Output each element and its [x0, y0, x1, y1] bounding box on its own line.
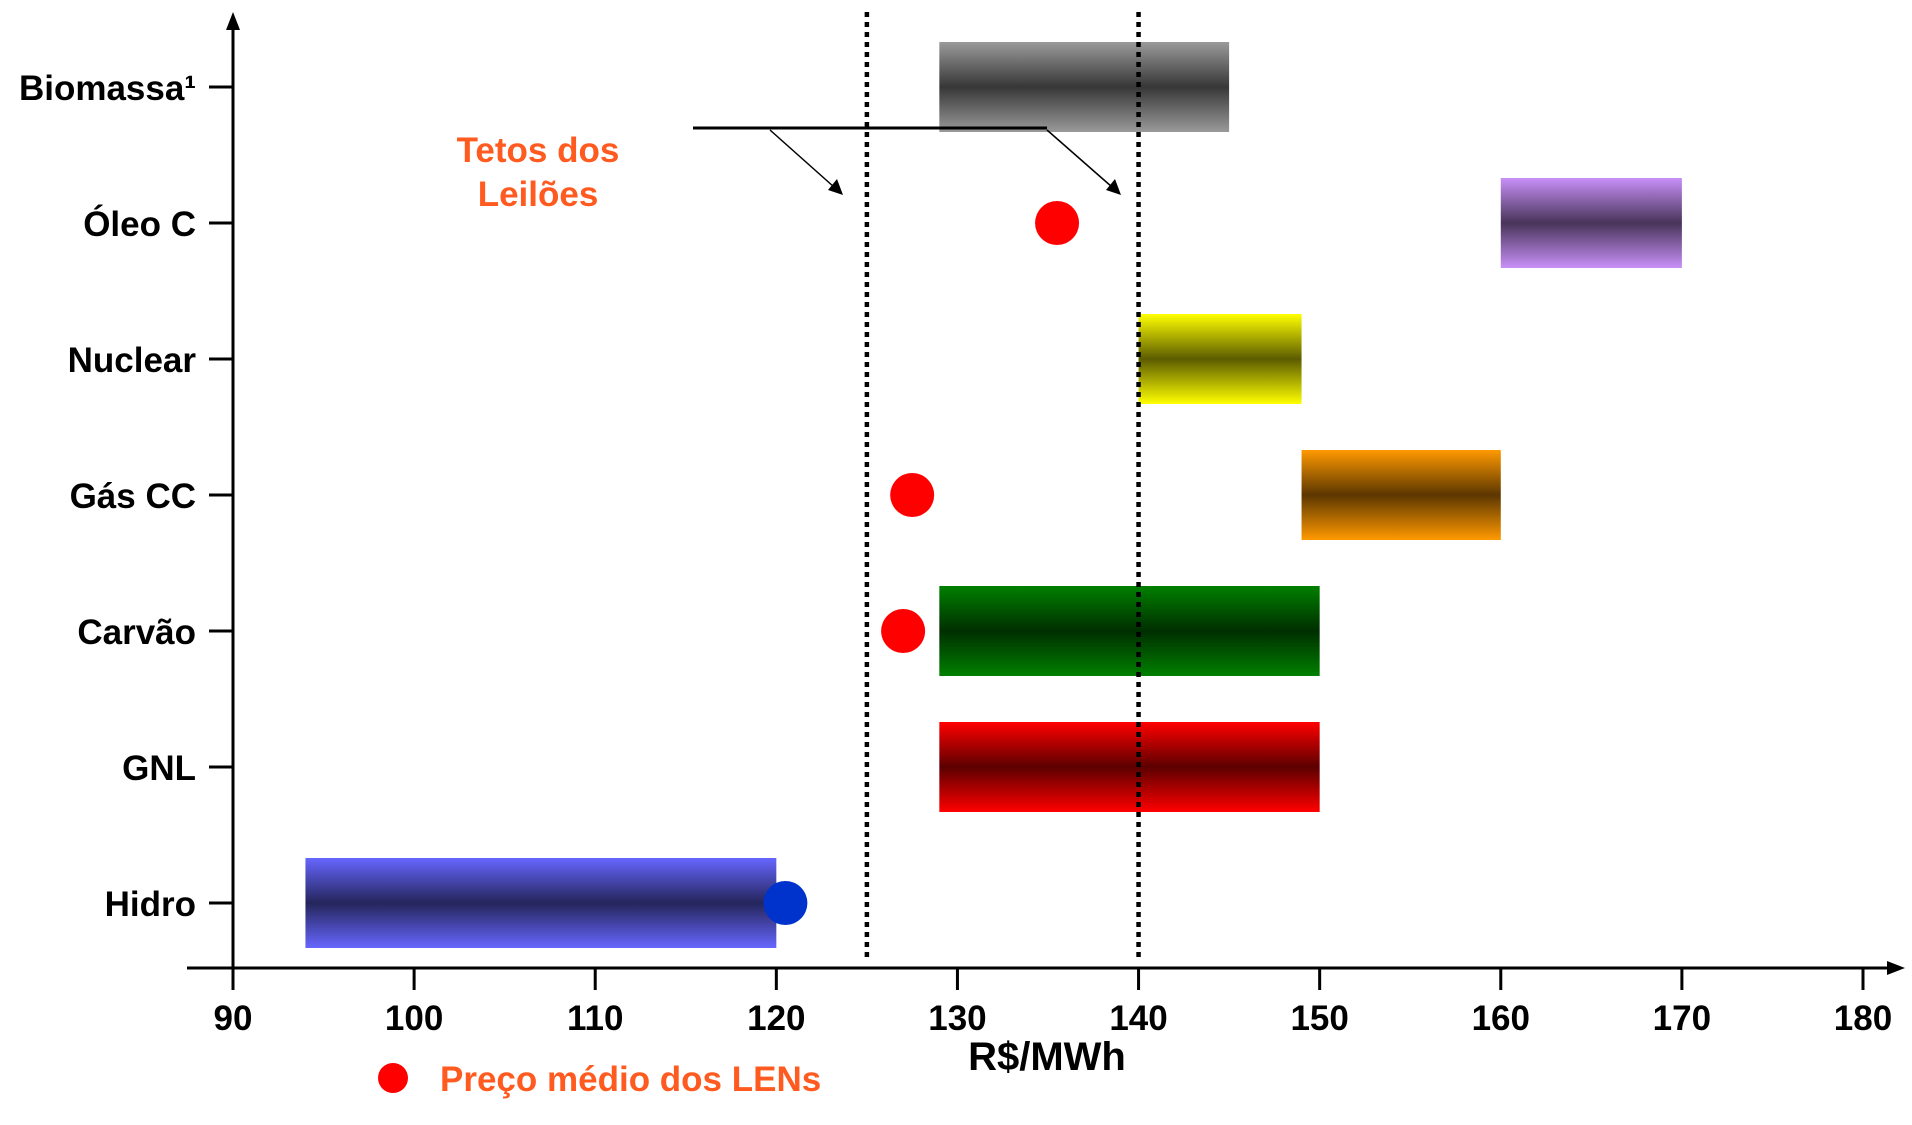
annotation-arrow-left [769, 129, 835, 188]
price-point-gas-cc [890, 473, 935, 517]
range-bar-gnl [939, 722, 1320, 812]
range-bar-gas-cc [1301, 450, 1501, 540]
price-points [763, 201, 1080, 925]
x-tick-label-120: 120 [747, 999, 805, 1038]
x-tick-label-90: 90 [214, 999, 253, 1038]
x-tick-label-110: 110 [567, 999, 623, 1038]
range-bar-biomassa [939, 42, 1230, 132]
x-tick-label-180: 180 [1834, 999, 1892, 1038]
price-point-hidro [763, 881, 808, 925]
range-bar-nuclear [1138, 314, 1302, 404]
category-label-nuclear: Nuclear [68, 341, 197, 380]
category-label-gnl: GNL [122, 749, 196, 788]
x-tick-label-130: 130 [928, 999, 986, 1038]
category-ticks: Biomassa¹ Óleo C Nuclear Gás CC Carvão GNL Hid… [19, 69, 233, 924]
category-label-hidro: Hidro [105, 885, 196, 924]
annotation-ceiling: Tetos dos Leilões [457, 126, 1121, 214]
annotation-arrowhead-right [1106, 179, 1121, 195]
annotation-line-1: Tetos dos [457, 131, 620, 170]
category-label-oleo-c: Óleo C [83, 204, 196, 244]
range-bar-hidro [305, 858, 777, 948]
annotation-line-2: Leilões [478, 175, 599, 214]
category-label-gas-cc: Gás CC [70, 477, 196, 516]
x-tick-label-150: 150 [1290, 999, 1348, 1038]
x-tick-label-140: 140 [1109, 999, 1167, 1038]
range-bar-oleo-c [1500, 178, 1682, 268]
legend: Preço médio dos LENs [378, 1060, 821, 1099]
range-bar-carvao [939, 586, 1320, 676]
category-label-biomassa: Biomassa¹ [19, 69, 196, 108]
x-axis-label: R$/MWh [968, 1035, 1126, 1079]
annotation-arrowhead-left [828, 179, 843, 195]
range-bars [305, 42, 1682, 948]
annotation-arrow-right [1046, 129, 1113, 188]
x-tick-label-170: 170 [1653, 999, 1711, 1038]
price-point-oleo-c [1035, 201, 1080, 245]
legend-marker [378, 1063, 408, 1093]
x-ticks: 90 100 110 120 130 140 150 160 170 180 [214, 968, 1892, 1038]
y-axis-arrow [226, 12, 240, 30]
x-axis-arrow [1887, 961, 1905, 975]
axes [187, 12, 1905, 975]
legend-label: Preço médio dos LENs [440, 1060, 821, 1099]
reference-lines [864, 12, 1141, 958]
price-point-carvao [881, 609, 926, 653]
category-label-carvao: Carvão [77, 613, 196, 652]
x-tick-label-160: 160 [1472, 999, 1530, 1038]
x-tick-label-100: 100 [385, 999, 443, 1038]
